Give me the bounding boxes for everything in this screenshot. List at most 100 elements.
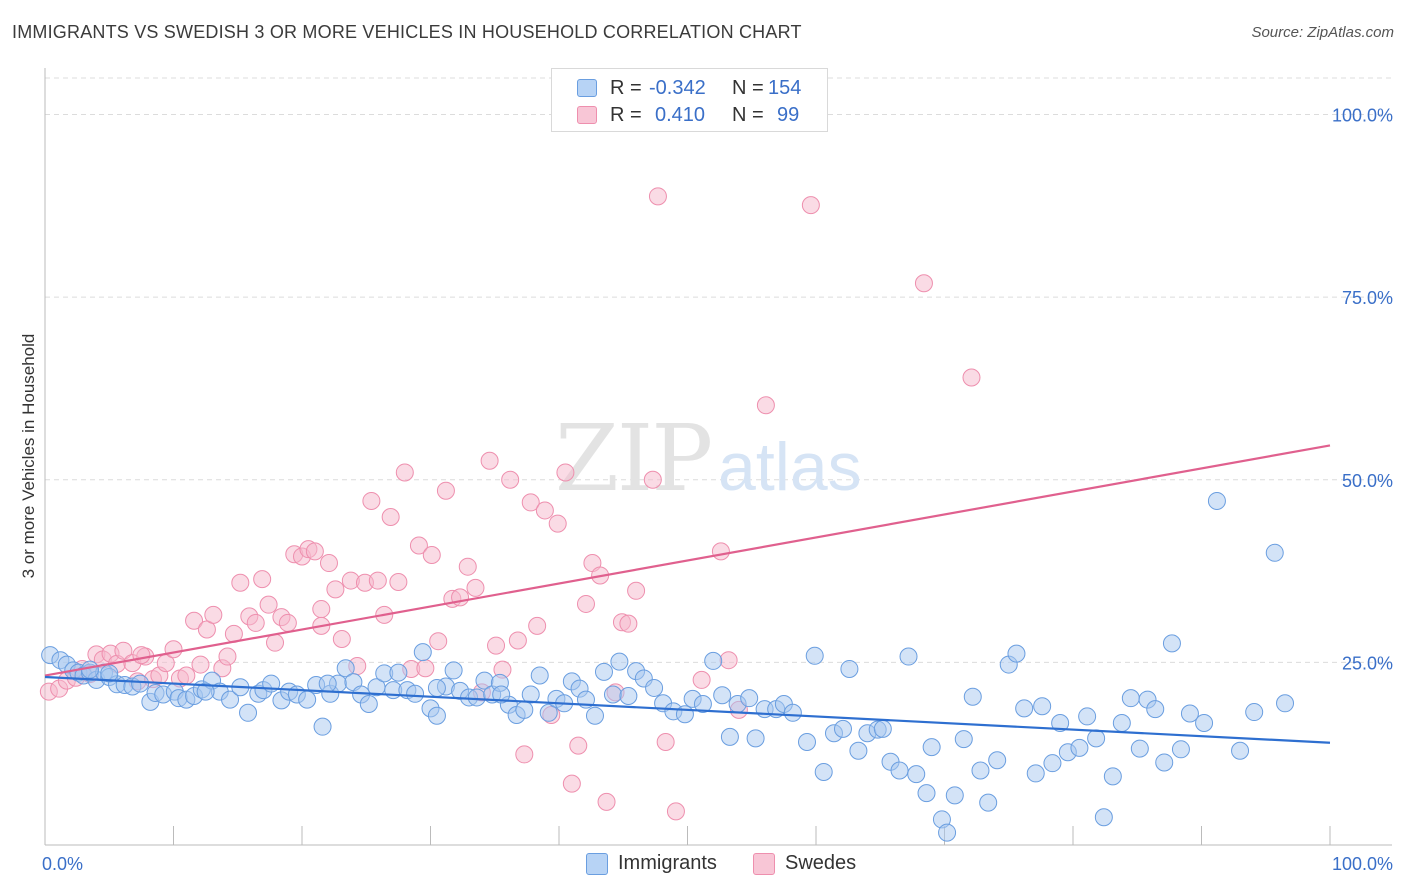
immigrants-point [196, 682, 215, 701]
legend-swatch-immigrants [577, 79, 597, 97]
immigrants-point [594, 662, 613, 681]
swedes-point [218, 647, 237, 666]
swedes-trend-line [44, 444, 1331, 677]
swedes-point [597, 792, 616, 811]
swedes-point [962, 368, 981, 387]
swedes-point [191, 655, 210, 674]
swedes-point [319, 554, 338, 573]
legend-n-value: 99 [777, 104, 800, 126]
y-tick-label: 75.0% [1342, 288, 1393, 308]
immigrants-point [1051, 714, 1070, 733]
swedes-point [719, 651, 738, 670]
immigrants-point [1078, 707, 1097, 726]
y-tick-label: 100.0% [1332, 106, 1393, 126]
immigrants-point [427, 706, 446, 725]
swedes-point [528, 616, 547, 635]
swedes-point [656, 733, 675, 752]
immigrants-point [979, 793, 998, 812]
immigrants-point [1130, 739, 1149, 758]
swedes-point [508, 631, 527, 650]
legend-n-label: N = [732, 104, 764, 126]
immigrants-point [336, 659, 355, 678]
swedes-point [246, 613, 265, 632]
immigrants-point [746, 729, 765, 748]
chart-title: IMMIGRANTS VS SWEDISH 3 OR MORE VEHICLES… [12, 22, 802, 42]
correlation-legend: R = -0.342 N = 154 R = 0.410 N = 99 [551, 68, 828, 132]
immigrants-point [814, 762, 833, 781]
swedes-point [204, 605, 223, 624]
immigrants-point [131, 674, 150, 693]
legend-row-swedes: R = 0.410 N = 99 [552, 100, 827, 128]
swedes-point [436, 481, 455, 500]
swedes-point [305, 542, 324, 561]
immigrants-point [1043, 754, 1062, 773]
swedes-point [266, 633, 285, 652]
legend-swatch-swedes [753, 853, 775, 875]
immigrants-point [603, 685, 622, 704]
immigrants-point [1265, 543, 1284, 562]
immigrants-points [41, 491, 1295, 842]
swedes-point [569, 736, 588, 755]
immigrants-point [907, 765, 926, 784]
immigrants-point [805, 646, 824, 665]
swedes-point [756, 396, 775, 415]
immigrants-point [917, 784, 936, 803]
immigrants-point [221, 690, 240, 709]
swedes-point [132, 646, 151, 665]
immigrants-point [840, 659, 859, 678]
immigrants-point [427, 678, 446, 697]
axes [44, 68, 1392, 846]
immigrants-point [1087, 729, 1106, 748]
immigrants-point [1121, 689, 1140, 708]
immigrants-point [1007, 644, 1026, 663]
x-tick-label: 100.0% [1332, 854, 1393, 874]
immigrants-point [713, 686, 732, 705]
swedes-point [487, 636, 506, 655]
immigrants-point [945, 786, 964, 805]
swedes-point [562, 774, 581, 793]
swedes-point [253, 570, 272, 589]
immigrants-point [359, 695, 378, 714]
immigrants-point [1207, 491, 1226, 510]
swedes-point [114, 641, 133, 660]
swedes-point [556, 463, 575, 482]
immigrants-point [675, 705, 694, 724]
immigrants-point [1245, 703, 1264, 722]
immigrants-point [313, 717, 332, 736]
swedes-point [416, 659, 435, 678]
immigrants-point [1276, 694, 1295, 713]
swedes-point [692, 670, 711, 689]
immigrants-point [645, 678, 664, 697]
tick-labels: 25.0% 50.0% 75.0% 100.0% 0.0% 100.0% [42, 106, 1393, 874]
series-legend: Immigrants Swedes [586, 852, 906, 878]
swedes-point [643, 470, 662, 489]
grid-lines [45, 77, 1392, 663]
immigrants-point [988, 751, 1007, 770]
swedes-point [381, 508, 400, 527]
swedes-point [501, 470, 520, 489]
immigrants-point [492, 685, 511, 704]
immigrants-point [1015, 699, 1034, 718]
immigrants-point [1026, 764, 1045, 783]
swedes-point [480, 451, 499, 470]
immigrants-point [971, 761, 990, 780]
source-label: Source: ZipAtlas.com [1251, 24, 1394, 41]
legend-n-label: N = [732, 77, 764, 99]
swedes-point [576, 594, 595, 613]
swedes-point [648, 187, 667, 206]
immigrants-point [783, 703, 802, 722]
immigrants-point [740, 689, 759, 708]
immigrants-point [922, 738, 941, 757]
immigrants-point [389, 663, 408, 682]
immigrants-point [1155, 753, 1174, 772]
x-tick-label: 0.0% [42, 854, 83, 874]
swedes-point [535, 501, 554, 520]
immigrants-point [1180, 704, 1199, 723]
immigrants-point [619, 686, 638, 705]
legend-label-swedes: Swedes [785, 852, 857, 874]
immigrants-point [413, 643, 432, 662]
swedes-point [409, 536, 428, 555]
swedes-point [278, 613, 297, 632]
swedes-point [312, 600, 331, 619]
immigrants-point [1112, 714, 1131, 733]
